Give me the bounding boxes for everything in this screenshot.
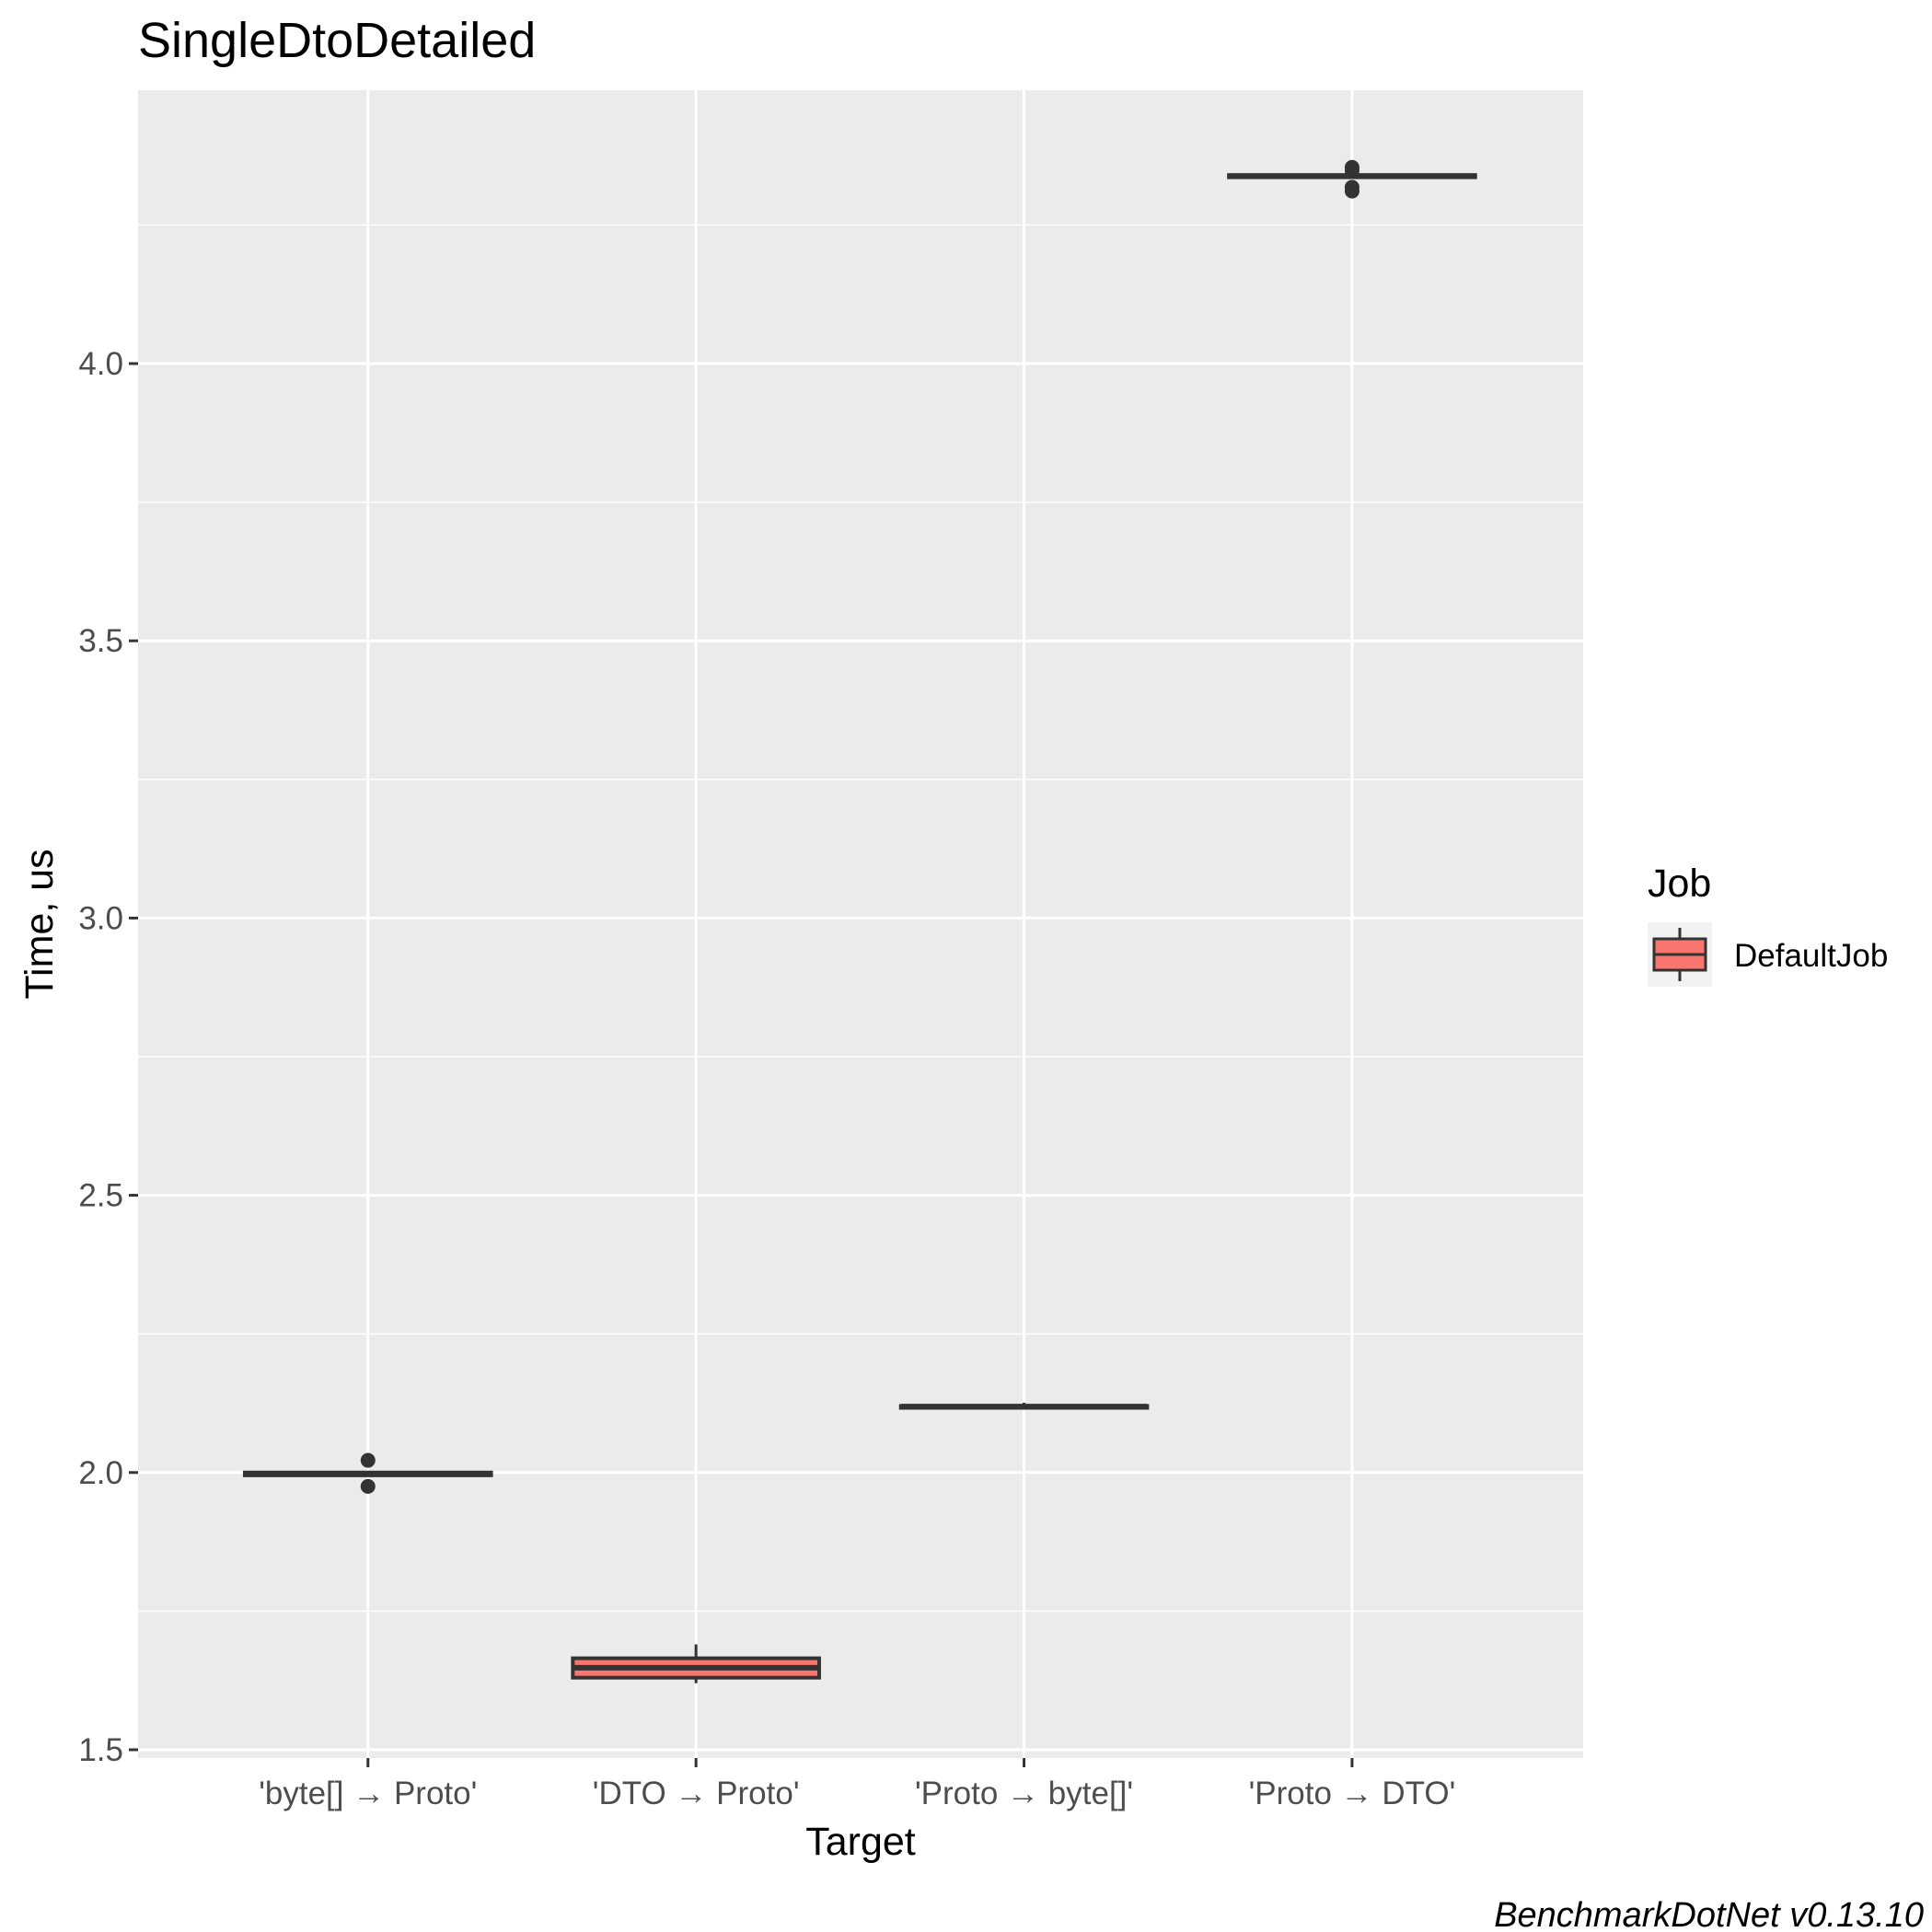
legend-entry-label: DefaultJob <box>1734 938 1888 974</box>
y-tick-label: 3.0 <box>78 900 123 936</box>
y-tick-label: 3.5 <box>78 623 123 659</box>
outlier-point <box>360 1478 376 1494</box>
x-tick-label: 'Proto → DTO' <box>1249 1776 1456 1811</box>
box-layer <box>242 159 1477 1683</box>
outlier-point <box>1344 179 1359 195</box>
outlier-point <box>1344 159 1359 175</box>
x-tick-label: 'byte[] → Proto' <box>259 1776 477 1811</box>
outlier-point <box>360 1452 376 1468</box>
y-tick-label: 2.0 <box>78 1455 123 1491</box>
y-axis-title: Time, us <box>17 849 62 999</box>
legend: Job DefaultJob <box>1648 862 1888 987</box>
minor-gridlines <box>138 224 1583 1613</box>
y-axis: 1.5 2.0 2.5 3.0 3.5 4.0 <box>78 346 138 1768</box>
y-tick-label: 4.0 <box>78 346 123 382</box>
box-3 <box>1227 159 1477 199</box>
legend-title: Job <box>1648 862 1711 906</box>
y-tick-label: 1.5 <box>78 1732 123 1768</box>
x-axis-title: Target <box>805 1820 916 1864</box>
chart-title: SingleDtoDetailed <box>138 13 536 68</box>
box-2 <box>898 1402 1150 1410</box>
x-tick-label: 'DTO → Proto' <box>593 1776 800 1811</box>
chart-caption: BenchmarkDotNet v0.13.10 <box>1494 1896 1924 1932</box>
box-0 <box>242 1452 493 1494</box>
plot-panel <box>138 90 1583 1758</box>
y-tick-label: 2.5 <box>78 1178 123 1214</box>
x-tick-label: 'Proto → byte[]' <box>915 1776 1133 1811</box>
x-axis: 'byte[] → Proto' 'DTO → Proto' 'Proto → by… <box>259 1758 1455 1811</box>
box-1 <box>571 1644 821 1683</box>
